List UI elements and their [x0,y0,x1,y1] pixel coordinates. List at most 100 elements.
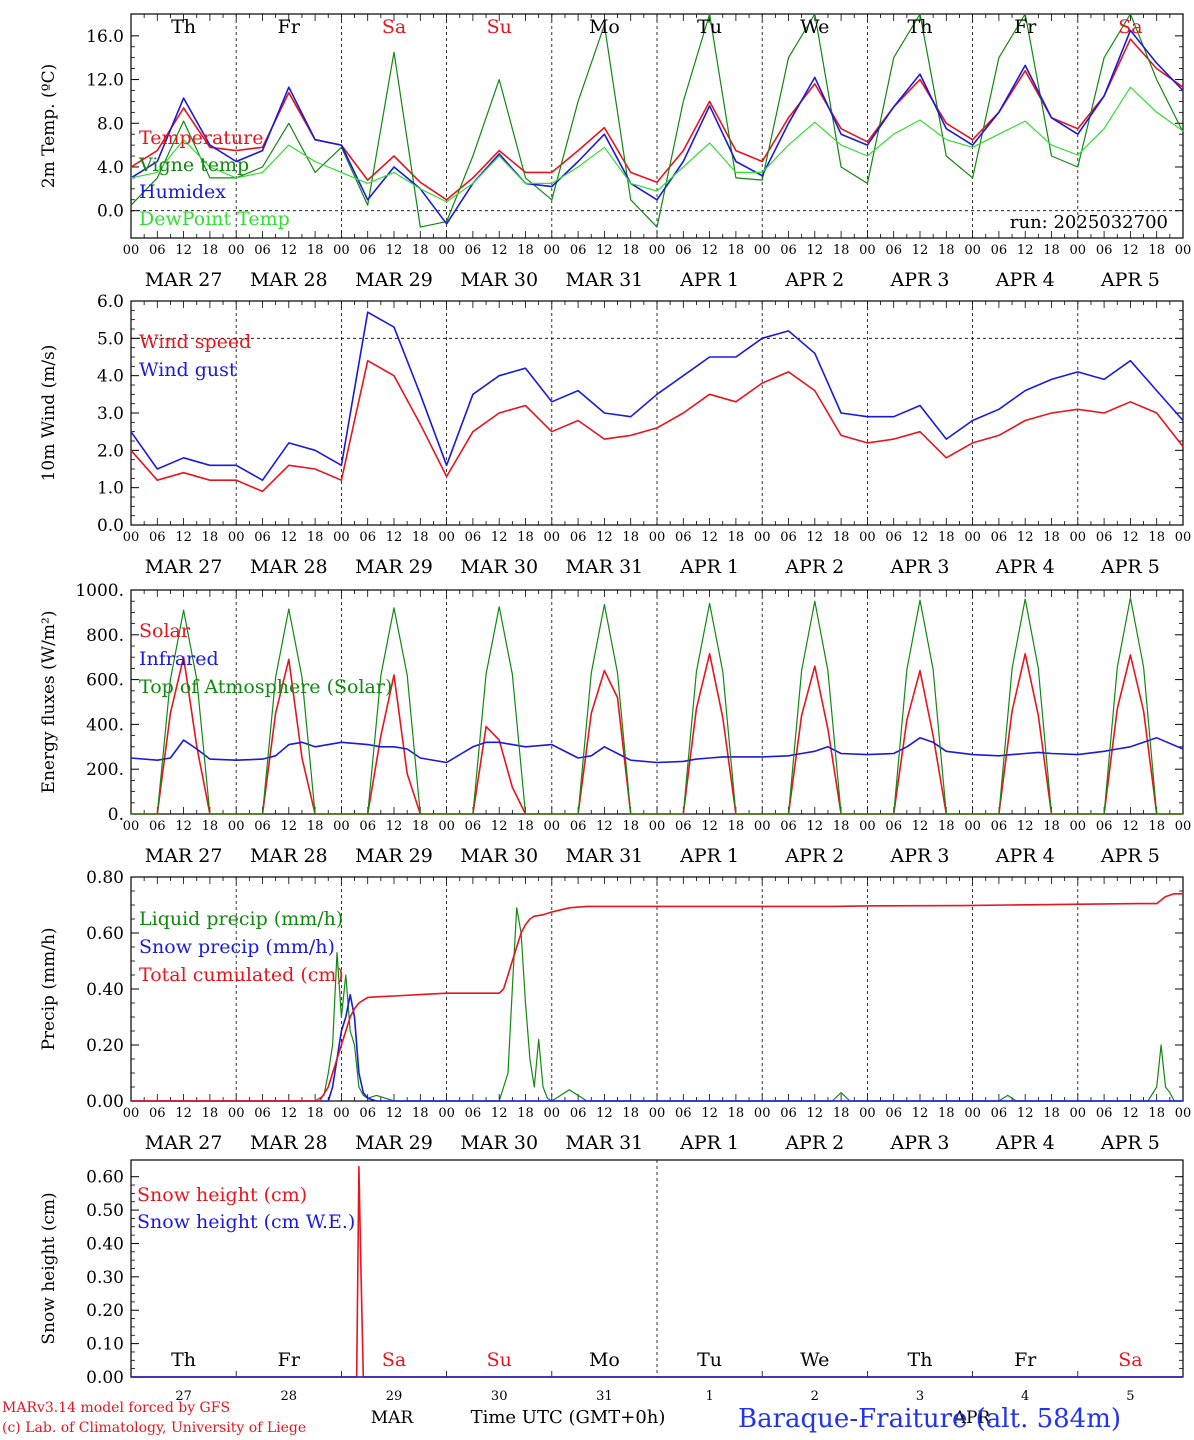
x-hour-label: 06 [149,819,166,834]
y-tick-label: 0.00 [86,1368,124,1388]
x-hour-label: 18 [517,243,534,258]
x-hour-label: 18 [517,530,534,545]
x-hour-label: 06 [149,243,166,258]
x-hour-label: 12 [1122,530,1139,545]
y-tick-label: 1.0 [97,479,124,499]
weekday-label: Fr [278,16,301,38]
x-hour-label: 12 [281,530,298,545]
x-hour-label: 12 [491,530,508,545]
x-hour-label: 12 [1122,819,1139,834]
x-hour-label: 06 [1096,243,1113,258]
x-day-label: MAR 30 [460,556,538,578]
x-hour-label: 12 [175,243,192,258]
x-hour-label: 06 [1096,819,1113,834]
x-hour-label: 18 [938,1106,955,1121]
legend-entry: Total cumulated (cm) [139,964,344,986]
y-tick-label: 3.0 [97,404,124,424]
weekday-label: Sa [1118,16,1142,38]
x-hour-label: 00 [123,819,140,834]
x-day-label: APR 1 [679,1132,739,1154]
weekday-label: We [800,1349,829,1371]
x-day-number: 3 [916,1389,924,1404]
x-day-label: MAR 29 [355,845,433,867]
x-hour-label: 00 [123,1106,140,1121]
x-hour-label: 06 [991,243,1008,258]
x-day-label: MAR 27 [145,556,223,578]
x-hour-label: 00 [333,819,350,834]
x-hour-label: 00 [754,530,771,545]
weekday-label: Th [908,16,933,38]
x-day-label: MAR 28 [250,1132,328,1154]
x-hour-label: 12 [1017,819,1034,834]
snow-height-panel: 0.00 0.10 0.20 0.30 0.40 0.50 0.60 Snow height … [39,1159,1184,1404]
weekday-label: Fr [278,1349,301,1371]
x-hour-label: 12 [175,819,192,834]
x-hour-label: 06 [885,243,902,258]
x-hour-label: 12 [596,243,613,258]
x-hour-label: 18 [728,530,745,545]
x-hour-label: 12 [1017,530,1034,545]
x-hour-label: 18 [1148,243,1165,258]
y-tick-label: 5.0 [97,329,124,349]
x-hour-label: 18 [517,1106,534,1121]
weekday-label: Sa [1118,1349,1142,1371]
x-hour-label: 18 [938,530,955,545]
x-hour-label: 00 [333,1106,350,1121]
x-hour-label: 18 [833,243,850,258]
x-hour-label: 18 [1043,530,1060,545]
series-line-total-cumulated-cm [131,892,1183,1102]
x-hour-label: 12 [912,819,929,834]
x-day-label: APR 1 [679,845,739,867]
y-tick-label: 800. [86,626,124,646]
x-hour-label: 00 [123,243,140,258]
y-axis-title: 10m Wind (m/s) [39,345,59,482]
weekday-label: Su [487,16,512,38]
x-day-number: 5 [1126,1389,1134,1404]
y-tick-label: 0.80 [86,868,124,888]
x-day-label: APR 5 [1100,269,1160,291]
x-hour-label: 00 [1175,243,1192,258]
x-hour-label: 12 [596,819,613,834]
x-hour-label: 06 [254,530,271,545]
legend-entry: Snow precip (mm/h) [139,936,335,958]
x-hour-label: 12 [491,1106,508,1121]
weekday-label: Sa [382,1349,406,1371]
x-day-label: APR 3 [890,845,950,867]
y-tick-label: 4.0 [97,158,124,178]
x-hour-label: 18 [938,819,955,834]
weekday-label: Sa [382,16,406,38]
x-day-label: APR 1 [679,269,739,291]
model-credit: MARv3.14 model forced by GFS [2,1400,231,1416]
x-day-label: APR 1 [679,556,739,578]
x-hour-label: 06 [359,530,376,545]
x-hour-label: 06 [675,243,692,258]
series-line-infrared [130,736,1184,764]
wind-panel: 0.0 1.0 2.0 3.0 4.0 5.0 6.0 10m Wind (m/s) Wind … [39,292,1191,578]
weekday-label: We [800,16,829,38]
series-line-temperature [130,38,1184,201]
legend-entry: Solar [139,620,191,642]
y-tick-label: 4.0 [97,367,124,387]
x-hour-label: 06 [885,819,902,834]
x-hour-label: 18 [1043,243,1060,258]
x-hour-label: 12 [912,243,929,258]
station-name: Baraque-Fraiture (alt. 584m) [738,1404,1122,1434]
legend-entry: Humidex [139,181,226,203]
x-hour-label: 06 [359,819,376,834]
y-tick-label: 0.60 [86,1168,124,1188]
x-day-label: MAR 31 [566,1132,644,1154]
plot-frame [130,589,1184,815]
x-hour-label: 12 [1122,243,1139,258]
series-line-top-of-atmosphere-solar [131,597,1183,815]
x-hour-label: 06 [359,1106,376,1121]
x-hour-label: 00 [1070,1106,1087,1121]
x-hour-label: 00 [438,819,455,834]
x-hour-label: 18 [307,243,324,258]
y-tick-label: 0.00 [86,1092,124,1112]
x-hour-label: 06 [885,530,902,545]
x-hour-label: 18 [833,530,850,545]
series-line-dewpoint-temp [130,86,1184,203]
x-hour-label: 12 [281,243,298,258]
y-tick-label: 8.0 [97,114,124,134]
y-tick-label: 1000. [75,581,124,601]
